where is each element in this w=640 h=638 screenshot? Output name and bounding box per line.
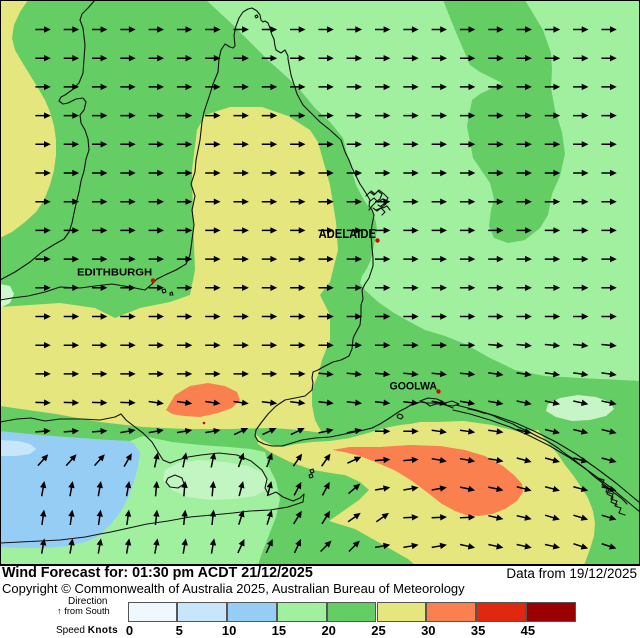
svg-text:ADELAIDE: ADELAIDE [319, 226, 377, 241]
svg-text:GOOLWA: GOOLWA [390, 381, 438, 393]
svg-text:EDITHBURGH: EDITHBURGH [77, 267, 152, 279]
